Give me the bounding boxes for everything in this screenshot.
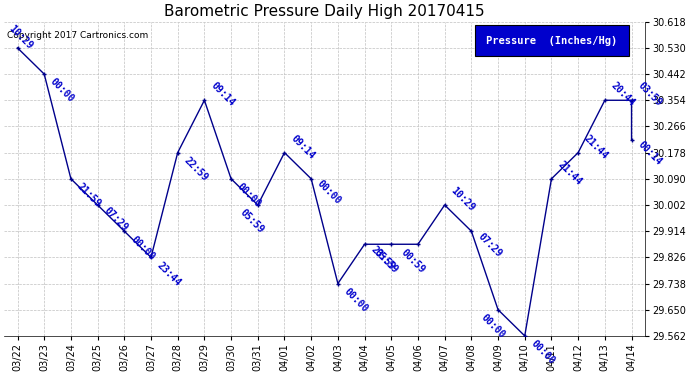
Text: Pressure  (Inches/Hg): Pressure (Inches/Hg) [486, 36, 618, 46]
Text: 00:00: 00:00 [342, 286, 370, 314]
Text: 05:59: 05:59 [372, 247, 400, 275]
Text: 00:00: 00:00 [128, 234, 157, 262]
Title: Barometric Pressure Daily High 20170415: Barometric Pressure Daily High 20170415 [164, 4, 485, 19]
Text: 07:29: 07:29 [475, 231, 504, 259]
Text: 00:59: 00:59 [399, 247, 426, 275]
Text: 23:44: 23:44 [155, 260, 183, 288]
Text: 00:00: 00:00 [479, 312, 506, 340]
Text: 10:29: 10:29 [448, 186, 477, 213]
Text: 21:59: 21:59 [75, 182, 103, 209]
Text: 21:44: 21:44 [582, 133, 610, 161]
Text: 00:00: 00:00 [235, 182, 263, 209]
Text: 00:14: 00:14 [635, 140, 664, 167]
Text: 00:00: 00:00 [529, 339, 557, 366]
Text: 07:29: 07:29 [101, 205, 130, 233]
Text: 03:59: 03:59 [635, 81, 664, 109]
Text: 00:00: 00:00 [315, 179, 343, 207]
Text: Copyright 2017 Cartronics.com: Copyright 2017 Cartronics.com [8, 31, 148, 40]
Text: 00:00: 00:00 [48, 77, 76, 105]
Text: 10:29: 10:29 [6, 23, 34, 51]
Text: 23:59: 23:59 [368, 244, 397, 272]
Text: 21:44: 21:44 [555, 159, 584, 187]
Text: 09:14: 09:14 [288, 133, 317, 161]
Text: 22:59: 22:59 [182, 155, 210, 183]
FancyBboxPatch shape [475, 25, 629, 56]
Text: 05:59: 05:59 [238, 208, 266, 236]
Text: 20:44: 20:44 [609, 81, 637, 109]
Text: 09:14: 09:14 [208, 81, 237, 109]
